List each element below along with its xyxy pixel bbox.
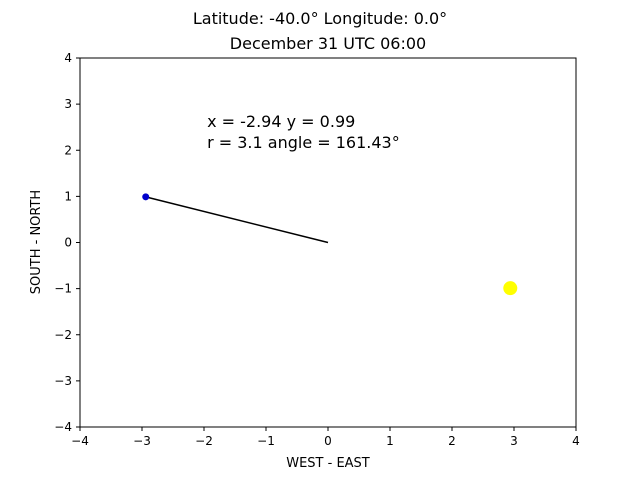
- y-tick-label: 3: [64, 97, 72, 111]
- y-tick-label: −2: [54, 328, 72, 342]
- chart-title-line1: Latitude: -40.0° Longitude: 0.0°: [193, 9, 447, 28]
- chart-title-line2: December 31 UTC 06:00: [230, 34, 426, 53]
- y-tick-label: 2: [64, 143, 72, 157]
- sun-point: [503, 281, 518, 296]
- annotation-line2: r = 3.1 angle = 161.43°: [207, 133, 400, 152]
- x-tick-label: 2: [448, 434, 456, 448]
- x-tick-label: 4: [572, 434, 580, 448]
- x-axis-ticks: −4 −3 −2 −1 0 1 2 3 4: [71, 427, 580, 448]
- y-tick-label: 4: [64, 51, 72, 65]
- y-tick-label: −3: [54, 374, 72, 388]
- y-axis-label: SOUTH - NORTH: [29, 190, 44, 294]
- x-tick-label: 1: [386, 434, 394, 448]
- x-axis-label: WEST - EAST: [286, 456, 370, 471]
- y-axis-ticks: −4 −3 −2 −1 0 1 2 3 4: [54, 51, 80, 434]
- chart-marks: [142, 193, 518, 296]
- vector-line: [145, 196, 329, 244]
- y-tick-label: −4: [54, 420, 72, 434]
- y-tick-label: 0: [64, 236, 72, 250]
- annotation-line1: x = -2.94 y = 0.99: [207, 112, 355, 131]
- x-tick-label: −1: [257, 434, 275, 448]
- x-tick-label: −2: [195, 434, 213, 448]
- x-tick-label: 0: [324, 434, 332, 448]
- y-tick-label: −1: [54, 282, 72, 296]
- x-tick-label: −4: [71, 434, 89, 448]
- vector-tip-point: [142, 193, 150, 201]
- y-tick-label: 1: [64, 189, 72, 203]
- x-tick-label: 3: [510, 434, 518, 448]
- x-tick-label: −3: [133, 434, 151, 448]
